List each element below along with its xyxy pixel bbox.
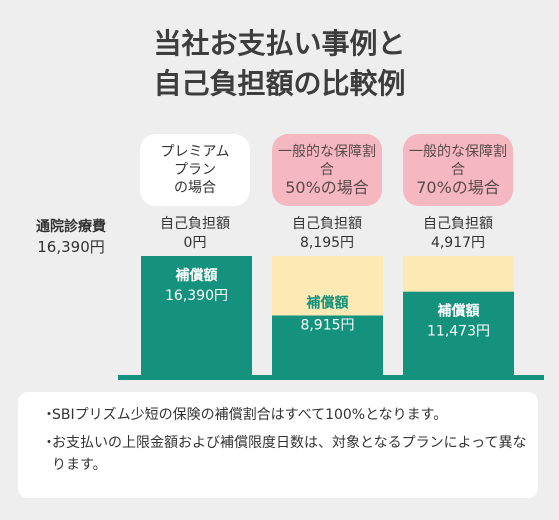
title-line-1: 当社お支払い事例と [153, 27, 406, 60]
compensation-label: 補償額 [306, 295, 349, 312]
self-pay-value: 8,195円 [299, 235, 355, 251]
plan-header-premium-text: プレミアム プラン の場合 [160, 144, 230, 196]
medical-fee-value: 16,390円 [37, 238, 105, 256]
plan-header-50-line1: 一般的な保障割合 [278, 144, 376, 178]
plan-header-70-line2: 70%の場合 [416, 178, 500, 197]
bullet-icon: ・ [42, 407, 56, 423]
compensation-bar [403, 291, 514, 375]
self-pay-label-70: 自己負担額 4,917円 [403, 215, 513, 253]
note-text-2: お支払いの上限金額および補償限度日数は、対象となるプランによって異なります。 [52, 435, 527, 473]
self-pay-bar [403, 256, 514, 292]
self-pay-title: 自己負担額 [160, 216, 230, 232]
note-text-1: SBIプリズム少短の保険の補償割合はすべて100%となります。 [52, 407, 448, 423]
plan-header-50: 一般的な保障割合 50%の場合 [272, 134, 382, 206]
self-pay-label-premium: 自己負担額 0円 [140, 215, 250, 253]
compensation-value: 8,915円 [300, 318, 354, 334]
compensation-value: 16,390円 [165, 288, 228, 304]
note-item-1: ・ SBIプリズム少短の保険の補償割合はすべて100%となります。 [42, 404, 532, 426]
plan-header-70-line1: 一般的な保障割合 [409, 144, 507, 178]
self-pay-label-50: 自己負担額 8,195円 [272, 215, 382, 253]
notes-box: ・ SBIプリズム少短の保険の補償割合はすべて100%となります。 ・ お支払い… [18, 392, 538, 498]
self-pay-title: 自己負担額 [292, 216, 362, 232]
compensation-bar [272, 315, 383, 375]
medical-fee-title: 通院診療費 [36, 219, 106, 235]
plan-header-70: 一般的な保障割合 70%の場合 [403, 134, 513, 206]
compensation-label: 補償額 [437, 303, 480, 320]
bullet-icon: ・ [42, 435, 56, 451]
compensation-label: 補償額 [175, 267, 218, 284]
chart-baseline [118, 375, 544, 380]
medical-fee-label: 通院診療費 16,390円 [28, 217, 114, 257]
self-pay-value: 0円 [183, 235, 207, 251]
title-line-2: 自己負担額の比較例 [153, 67, 406, 100]
compensation-bar [141, 256, 252, 375]
note-item-2: ・ お支払いの上限金額および補償限度日数は、対象となるプランによって異なります。 [42, 432, 532, 476]
plan-header-50-line2: 50%の場合 [285, 178, 369, 197]
plan-header-premium: プレミアム プラン の場合 [140, 134, 250, 206]
page-title: 当社お支払い事例と 自己負担額の比較例 [0, 24, 559, 104]
compensation-value: 11,473円 [427, 324, 490, 340]
self-pay-title: 自己負担額 [423, 216, 493, 232]
self-pay-value: 4,917円 [430, 235, 486, 251]
self-pay-bar [272, 256, 383, 316]
